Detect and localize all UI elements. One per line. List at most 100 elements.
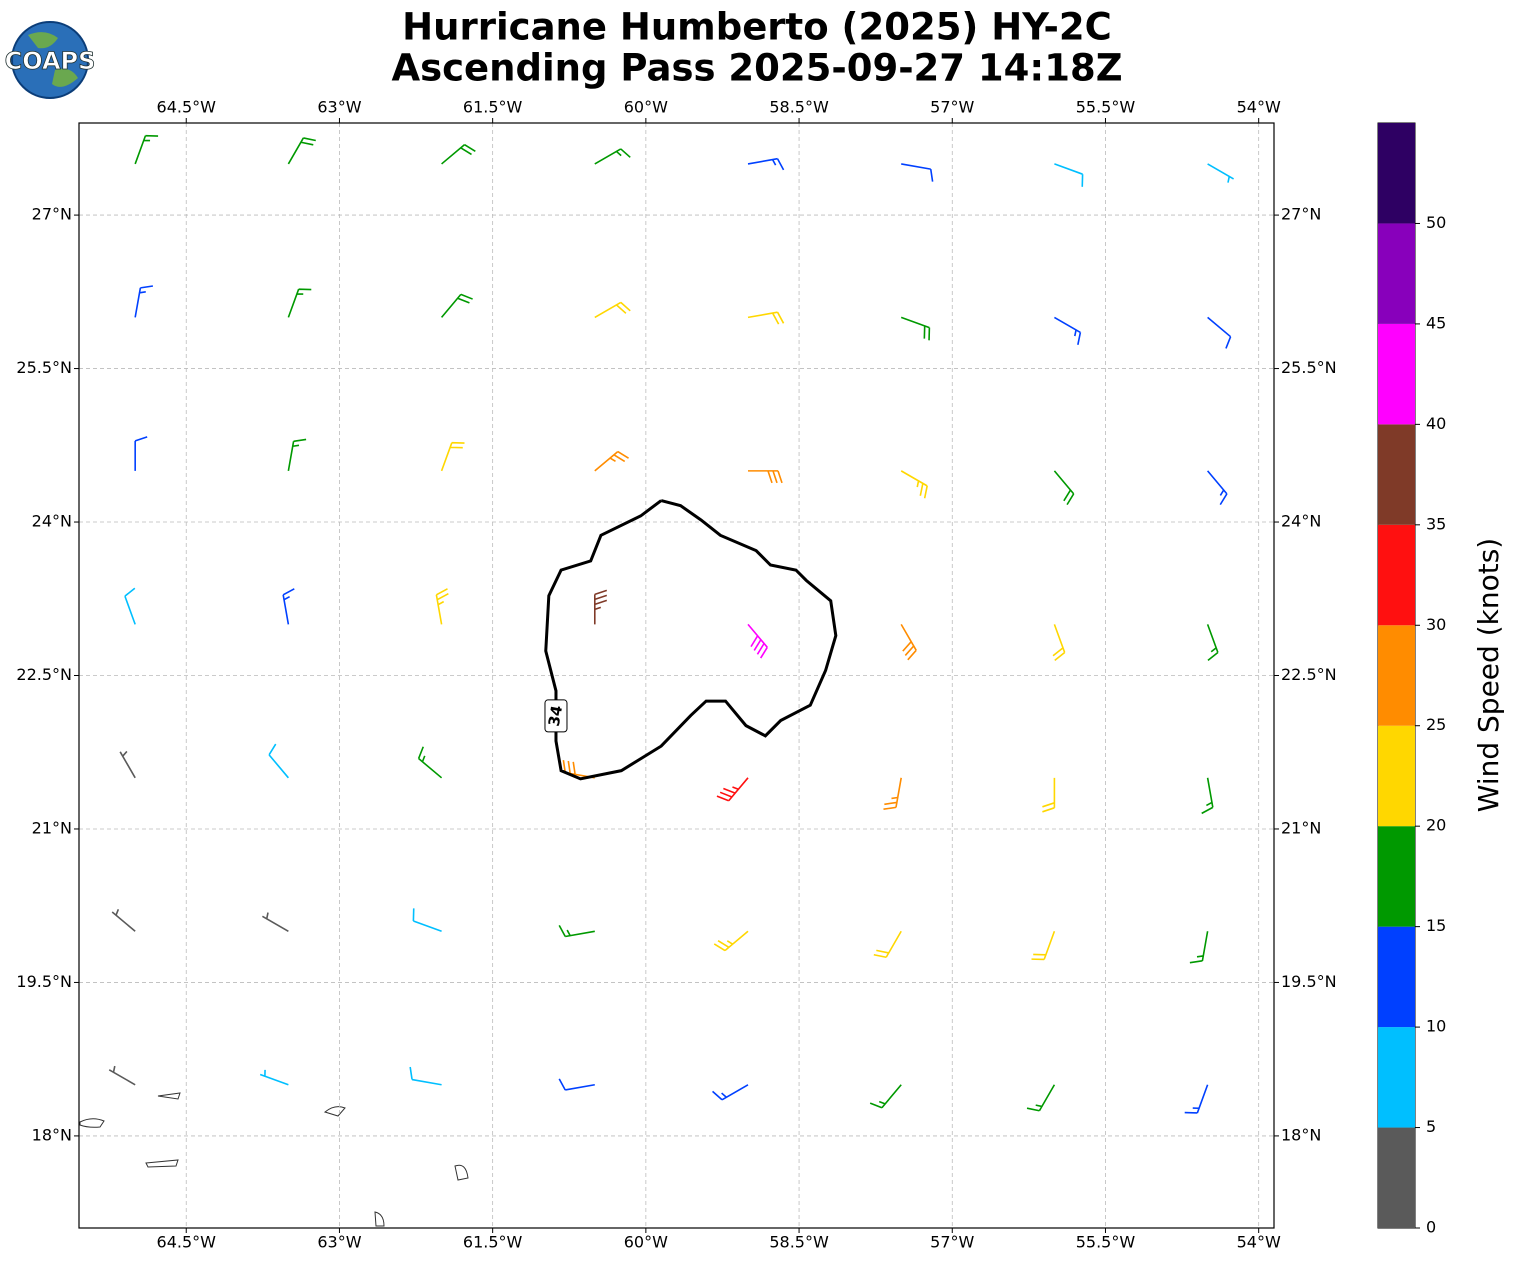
colorbar-tick-label: 25 bbox=[1426, 715, 1446, 734]
colorbar-tick-label: 15 bbox=[1426, 916, 1446, 935]
barb-shaft bbox=[1054, 163, 1084, 187]
y-tick-label: 24°N bbox=[32, 512, 72, 531]
contour-line bbox=[544, 499, 838, 781]
barb-shaft bbox=[440, 441, 465, 472]
wind-barb bbox=[1206, 470, 1228, 506]
barb-shaft bbox=[1052, 624, 1066, 662]
wind-barb bbox=[558, 1078, 595, 1091]
wind-barb bbox=[119, 750, 136, 779]
barb-shaft bbox=[409, 1066, 442, 1086]
barb-shaft bbox=[268, 743, 289, 779]
barb-shaft bbox=[1207, 316, 1232, 349]
wind-barb bbox=[713, 930, 749, 952]
barb-shaft bbox=[441, 143, 476, 165]
wind-barb bbox=[1189, 931, 1209, 964]
x-tick-label: 57°W bbox=[930, 98, 974, 117]
wind-barb bbox=[747, 157, 785, 171]
colorbar-segment bbox=[1378, 826, 1415, 927]
wind-barb bbox=[261, 912, 289, 932]
barb-shaft bbox=[1184, 1084, 1209, 1114]
wind-barb bbox=[1053, 470, 1075, 506]
wind-barb bbox=[287, 438, 307, 472]
colorbar-tick-label: 50 bbox=[1426, 213, 1446, 232]
barb-shaft bbox=[562, 759, 595, 779]
y-tick-label: 18°N bbox=[32, 1125, 72, 1144]
barb-shaft bbox=[1031, 931, 1056, 961]
wind-barb bbox=[1184, 1084, 1209, 1114]
y-tick-label: 18°N bbox=[1281, 1125, 1321, 1144]
contour-label: 34 bbox=[545, 704, 566, 728]
barb-shaft bbox=[124, 587, 136, 625]
wind-barb bbox=[901, 163, 934, 182]
barb-shaft bbox=[713, 930, 749, 952]
barb-shaft bbox=[747, 470, 783, 484]
barb-shaft bbox=[1053, 470, 1075, 506]
wind-barb bbox=[440, 441, 465, 472]
barb-shaft bbox=[119, 750, 136, 779]
barb-shaft bbox=[883, 777, 902, 811]
barb-shaft bbox=[134, 436, 148, 471]
colorbar-segment bbox=[1378, 625, 1415, 726]
wind-barb bbox=[1207, 316, 1232, 349]
wind-barb bbox=[412, 908, 442, 933]
wind-barb bbox=[900, 623, 917, 661]
y-tick-label: 21°N bbox=[1281, 818, 1321, 837]
x-tick-label: 55.5°W bbox=[1076, 98, 1136, 117]
wind-barb bbox=[712, 1084, 749, 1101]
barb-shaft bbox=[134, 285, 154, 318]
y-tick-label: 27°N bbox=[32, 205, 72, 224]
wind-barb bbox=[747, 623, 768, 659]
wind-barb bbox=[111, 909, 136, 932]
colorbar-segment bbox=[1378, 123, 1415, 224]
barb-shaft bbox=[747, 311, 785, 325]
x-tick-label: 58.5°W bbox=[769, 98, 829, 117]
barb-shaft bbox=[287, 438, 307, 472]
barb-shaft bbox=[716, 777, 749, 802]
wind-barb bbox=[1026, 1084, 1056, 1112]
barb-shaft bbox=[901, 163, 934, 182]
wind-barb bbox=[900, 316, 931, 341]
wind-barb bbox=[1042, 777, 1056, 813]
colorbar-segment bbox=[1378, 1027, 1415, 1128]
x-tick-label: 54°W bbox=[1237, 98, 1281, 117]
barb-shaft bbox=[594, 301, 631, 319]
barb-shaft bbox=[869, 1084, 902, 1109]
y-tick-label: 19.5°N bbox=[16, 972, 72, 991]
barb-shaft bbox=[558, 924, 595, 938]
wind-barb bbox=[134, 285, 154, 318]
wind-barb bbox=[1207, 163, 1234, 183]
barb-shaft bbox=[287, 137, 316, 165]
barb-shaft bbox=[440, 293, 473, 318]
x-tick-label: 63°W bbox=[317, 1233, 361, 1252]
barb-shaft bbox=[1201, 777, 1214, 815]
barb-shaft bbox=[1207, 163, 1234, 183]
wind-barb bbox=[435, 588, 449, 625]
barb-shaft bbox=[747, 157, 785, 171]
colorbar-tick-label: 30 bbox=[1426, 615, 1446, 634]
barb-shaft bbox=[412, 908, 442, 933]
x-tick-label: 63°W bbox=[317, 98, 361, 117]
barb-shaft bbox=[712, 1084, 749, 1101]
colorbar-segment bbox=[1378, 524, 1415, 626]
barb-shaft bbox=[261, 912, 289, 932]
wind-barb bbox=[747, 311, 785, 325]
colorbar-tick-label: 35 bbox=[1426, 514, 1446, 533]
barb-shaft bbox=[593, 589, 608, 625]
wind-barb bbox=[562, 759, 595, 779]
y-tick-label: 25.5°N bbox=[1281, 358, 1337, 377]
wind-barb bbox=[134, 436, 148, 471]
barb-shaft bbox=[259, 1069, 289, 1086]
map-area: 34 bbox=[79, 123, 1274, 1228]
barb-shaft bbox=[1189, 931, 1209, 964]
wind-barb bbox=[873, 930, 902, 959]
contour-label-box bbox=[544, 699, 568, 733]
colorbar-segment bbox=[1378, 725, 1415, 827]
wind-barb bbox=[417, 746, 443, 779]
barb-shaft bbox=[1054, 316, 1082, 345]
wind-barb bbox=[558, 924, 595, 938]
title-line: Hurricane Humberto (2025) HY-2C bbox=[402, 6, 1112, 49]
colorbar-tick-label: 40 bbox=[1426, 414, 1446, 433]
barb-shaft bbox=[594, 148, 631, 165]
wind-barb bbox=[440, 293, 473, 318]
